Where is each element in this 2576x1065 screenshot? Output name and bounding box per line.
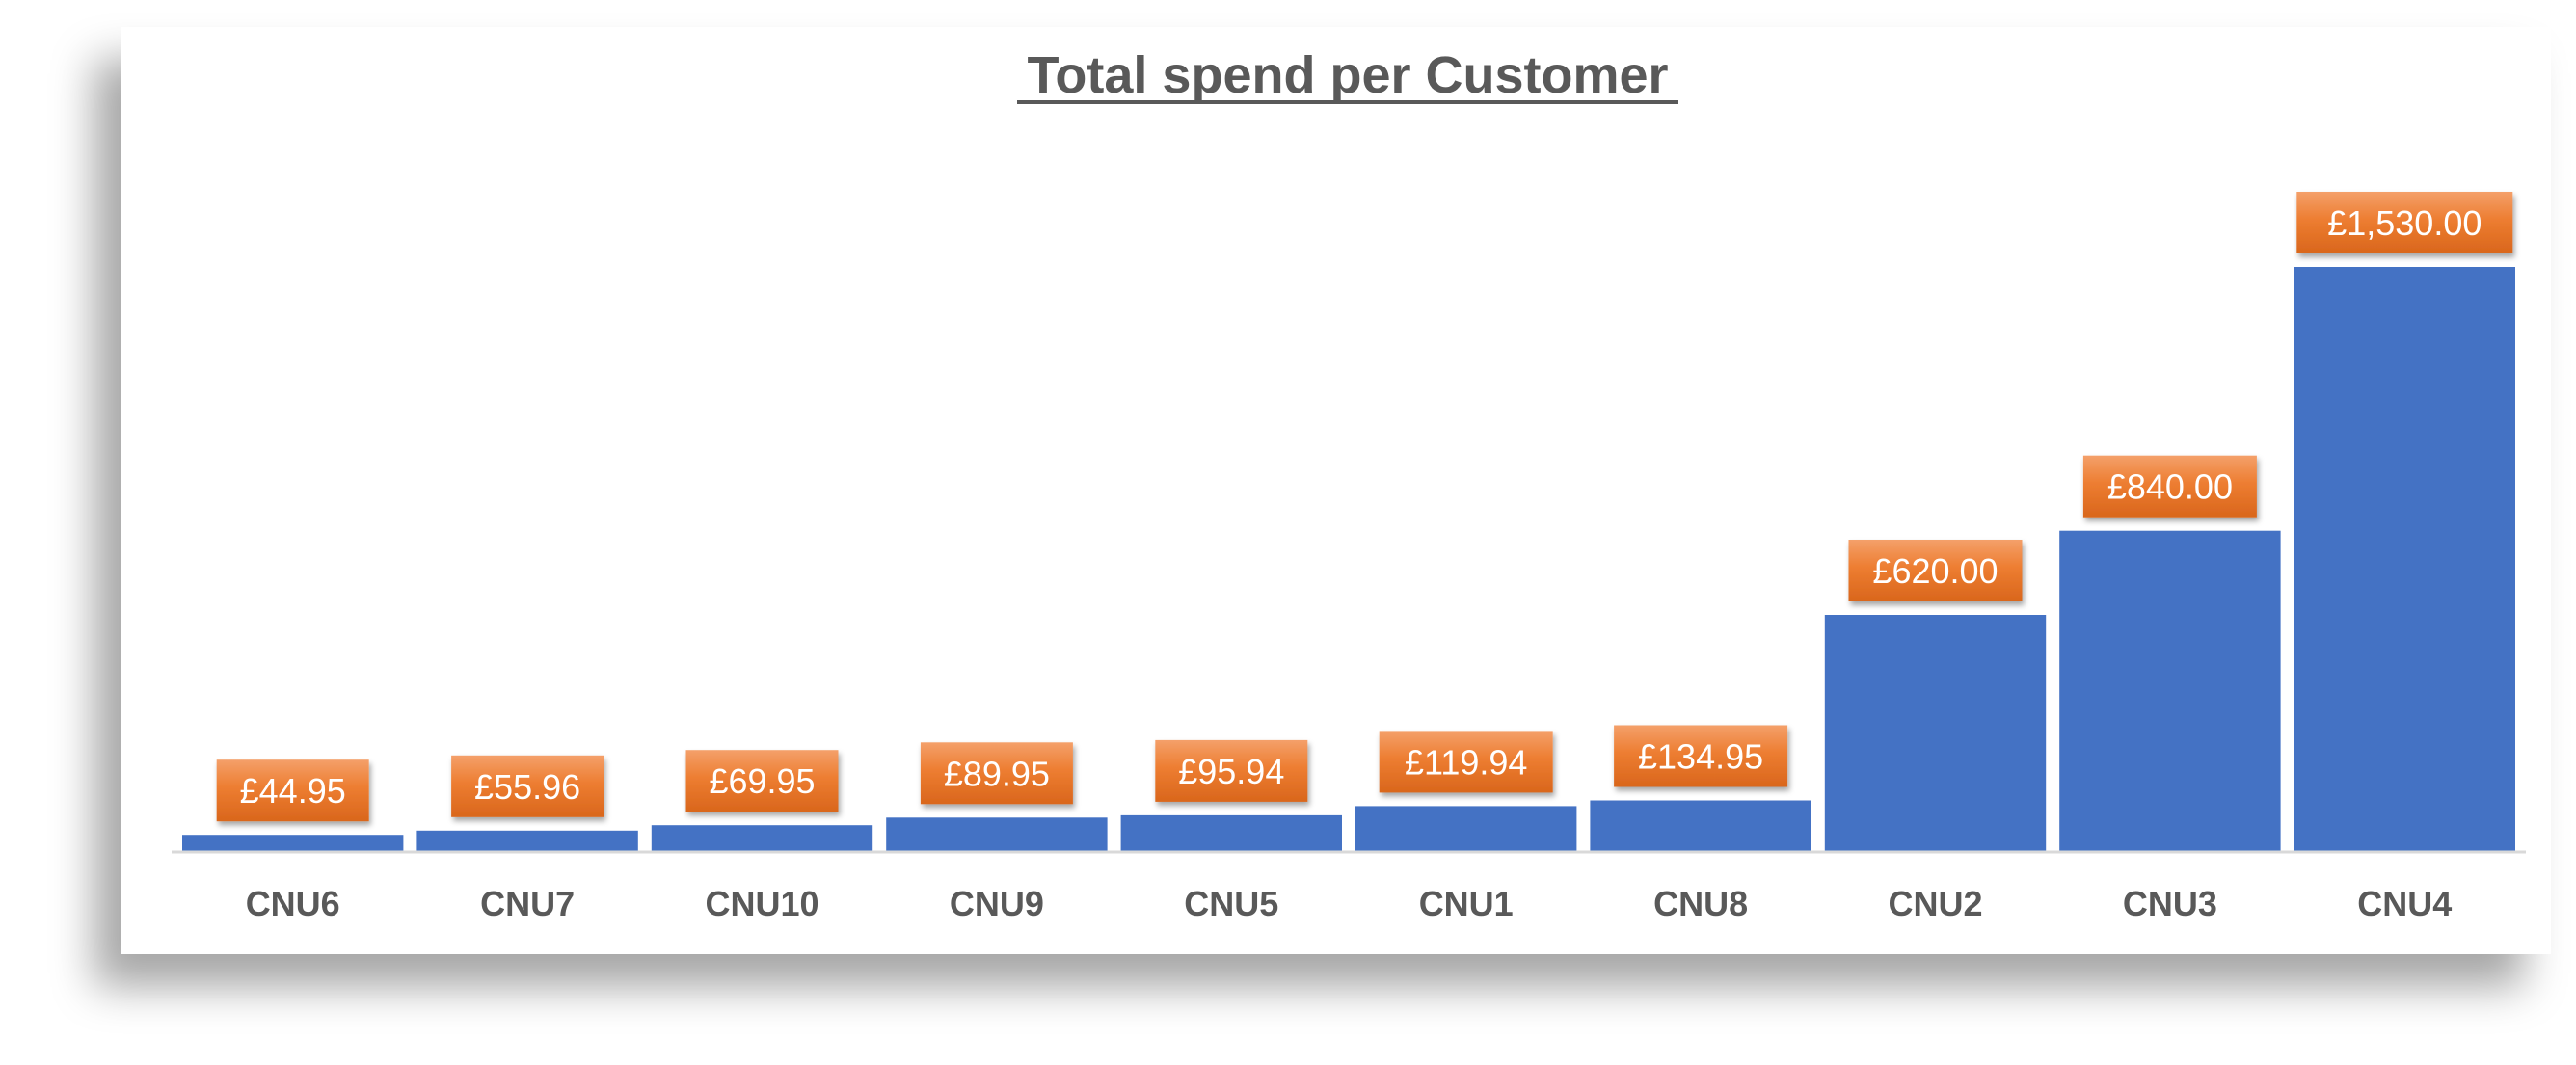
x-tick-label-cnu10: CNU10 (705, 884, 818, 923)
x-axis-tick-labels: CNU6 CNU7 CNU10 CNU9 CNU5 CNU1 CNU8 CNU2 CNU3 CNU… (246, 884, 2453, 923)
bar-cnu1 (1355, 806, 1577, 852)
bar-cnu7 (416, 830, 638, 852)
data-label-box (216, 759, 369, 822)
data-label-box (1614, 725, 1788, 787)
data-labels-layer: £44.95 £55.96 £69.95 £89.95 £95.94 £119.94 £13… (216, 192, 2513, 822)
data-label-box (685, 750, 839, 812)
data-label-box (920, 742, 1073, 805)
data-label-cnu10: £69.95 (685, 750, 839, 812)
data-label-text: £620.00 (1872, 551, 1998, 591)
data-label-box (2082, 455, 2257, 518)
data-label-cnu5: £95.94 (1155, 739, 1308, 802)
data-label-text: £55.96 (474, 767, 580, 807)
data-label-cnu6: £44.95 (216, 759, 369, 822)
data-label-text: £119.94 (1405, 742, 1527, 782)
data-label-box (1155, 739, 1308, 802)
data-label-text: £1,530.00 (2327, 203, 2482, 243)
bars-layer (182, 267, 2515, 852)
x-tick-label-cnu4: CNU4 (2357, 884, 2452, 923)
x-tick-label-cnu3: CNU3 (2123, 884, 2217, 923)
data-label-text: £840.00 (2107, 467, 2233, 507)
data-label-cnu1: £119.94 (1379, 731, 1553, 793)
bar-cnu3 (2059, 530, 2281, 852)
data-label-cnu8: £134.95 (1614, 725, 1788, 787)
x-tick-label-cnu2: CNU2 (1888, 884, 1982, 923)
x-tick-label-cnu7: CNU7 (480, 884, 575, 923)
x-tick-label-cnu5: CNU5 (1184, 884, 1278, 923)
bar-cnu10 (651, 825, 873, 852)
data-label-box (1379, 731, 1553, 793)
bar-cnu5 (1120, 814, 1342, 852)
x-tick-label-cnu1: CNU1 (1419, 884, 1514, 923)
data-label-cnu9: £89.95 (920, 742, 1073, 805)
data-label-cnu3: £840.00 (2082, 455, 2257, 518)
chart-title: Total spend per Customer (1027, 46, 1668, 104)
data-label-cnu4: £1,530.00 (2296, 192, 2513, 253)
data-label-cnu7: £55.96 (451, 755, 604, 817)
data-label-text: £44.95 (240, 771, 346, 811)
x-tick-label-cnu8: CNU8 (1653, 884, 1748, 923)
data-label-text: £95.94 (1178, 752, 1284, 791)
x-tick-label-cnu9: CNU9 (950, 884, 1044, 923)
data-label-cnu2: £620.00 (1848, 540, 2023, 601)
bar-cnu4 (2294, 267, 2515, 852)
data-label-box (2296, 192, 2513, 253)
bar-cnu9 (886, 817, 1108, 852)
x-tick-label-cnu6: CNU6 (246, 884, 340, 923)
data-label-box (451, 755, 604, 817)
bar-cnu2 (1824, 615, 2047, 852)
bar-cnu6 (182, 835, 404, 852)
data-label-text: £89.95 (944, 754, 1050, 793)
data-label-box (1848, 540, 2023, 601)
data-label-text: £134.95 (1638, 737, 1763, 777)
bar-cnu8 (1590, 800, 1811, 852)
data-label-text: £69.95 (709, 761, 815, 801)
